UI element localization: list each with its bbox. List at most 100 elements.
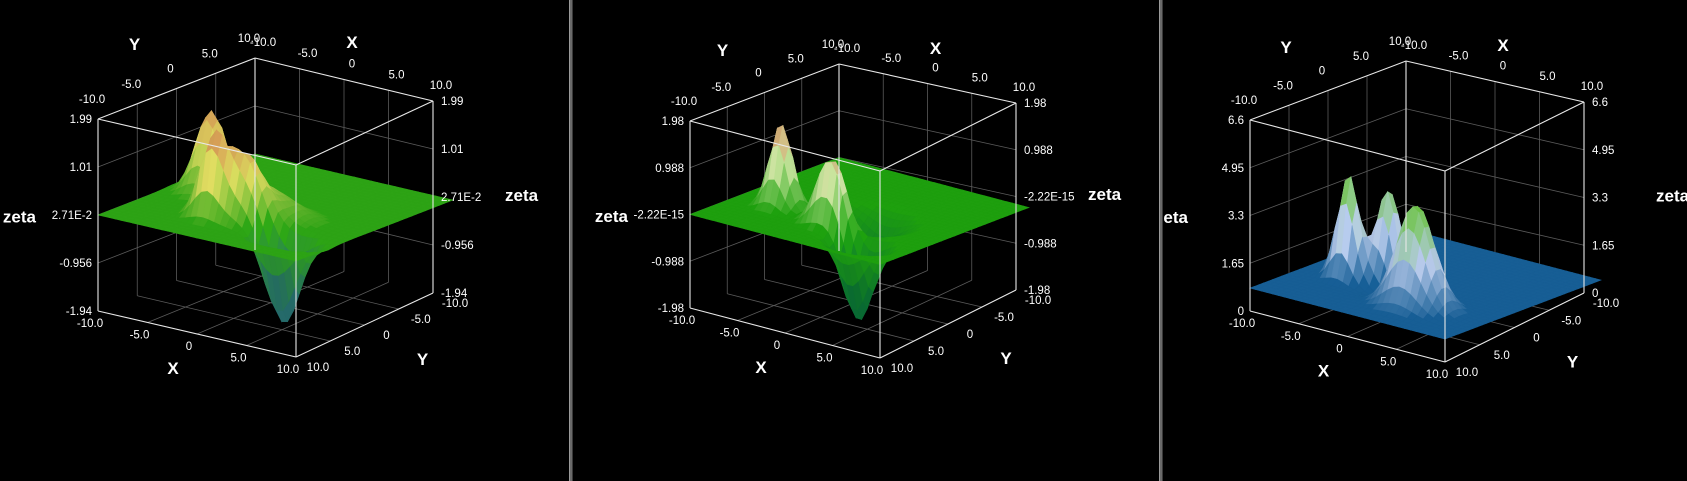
y-axis-label-top: Y	[1280, 38, 1292, 57]
x-tick-top: -5.0	[881, 53, 901, 65]
box-edges	[1249, 60, 1585, 363]
y-tick-top: -5.0	[121, 79, 141, 91]
y-tick-bottom: 10.0	[307, 362, 329, 374]
x-tick-bottom: 0	[186, 341, 192, 353]
z-tick-right: 0	[1592, 288, 1598, 300]
x-axis-label-bottom: X	[755, 358, 767, 377]
x-tick-top: -10.0	[250, 37, 276, 49]
y-tick-bottom: 5.0	[344, 346, 360, 358]
z-tick-right: 1.99	[441, 96, 463, 108]
y-tick-bottom: 0	[1533, 333, 1539, 345]
z-tick-right: 1.98	[1024, 98, 1046, 110]
x-tick-bottom: -5.0	[130, 330, 150, 342]
x-tick-bottom: -5.0	[720, 328, 740, 340]
surface-chart-1: -1.94 -1.94 -0.956 -0.956 2.71E-2 2.71E-2 1.01…	[3, 33, 539, 378]
x-tick-bottom: 10.0	[1426, 369, 1448, 381]
surface-chart-3: 0 0 1.65 1.65 3.3 3.3 4.95 4.95 6.6 6.6 -10.0 -5.0 0…	[1163, 36, 1687, 381]
x-axis-label-top: X	[1497, 36, 1509, 55]
surface-mesh	[96, 110, 455, 323]
x-tick-bottom: -10.0	[669, 315, 695, 327]
x-tick-top: -5.0	[1449, 50, 1469, 62]
y-axis-label-bottom: Y	[417, 350, 429, 369]
x-tick-bottom: 10.0	[861, 365, 883, 377]
y-tick-bottom: 5.0	[928, 346, 944, 358]
panel-divider-2[interactable]	[1159, 0, 1163, 481]
y-tick-bottom: -5.0	[1561, 315, 1581, 327]
z-axis-label-right: zeta	[505, 186, 539, 205]
z-tick-right: -0.956	[441, 240, 474, 252]
z-tick-right: 6.6	[1592, 97, 1608, 109]
tick-labels: -1.94 -1.94 -0.956 -0.956 2.71E-2 2.71E-2 1.01…	[52, 33, 482, 376]
y-tick-top: -5.0	[1273, 80, 1293, 92]
surface-mesh	[1249, 176, 1602, 340]
y-tick-bottom: 0	[967, 329, 973, 341]
x-tick-top: 0	[349, 59, 355, 71]
tick-labels: 0 0 1.65 1.65 3.3 3.3 4.95 4.95 6.6 6.6 -10.0 -5.0 0…	[1222, 36, 1620, 381]
box-edges	[97, 57, 434, 358]
x-tick-top: 10.0	[1013, 82, 1035, 94]
y-tick-bottom: 5.0	[1494, 350, 1510, 362]
y-axis-label-top: Y	[717, 41, 729, 60]
chart-panel-absolute[interactable]: 0 0 1.65 1.65 3.3 3.3 4.95 4.95 6.6 6.6 -10.0 -5.0 0…	[1163, 0, 1687, 481]
z-tick-left: 2.71E-2	[52, 210, 92, 222]
y-tick-bottom: -10.0	[442, 298, 468, 310]
y-tick-top: 10.0	[1389, 36, 1411, 48]
z-tick-left: -0.956	[59, 258, 92, 270]
y-tick-top: 5.0	[1353, 51, 1369, 63]
box-edges	[689, 63, 1017, 359]
x-tick-bottom: -10.0	[77, 318, 103, 330]
x-tick-bottom: -10.0	[1229, 318, 1255, 330]
z-tick-left: 4.95	[1222, 163, 1244, 175]
x-axis-label-bottom: X	[1318, 362, 1330, 381]
y-axis-label-top: Y	[129, 35, 141, 54]
z-tick-right: -1.94	[441, 288, 468, 300]
z-tick-left: 1.99	[70, 114, 92, 126]
x-tick-top: -10.0	[834, 43, 860, 55]
z-axis-label-right: zeta	[1656, 186, 1687, 205]
z-tick-right: -2.22E-15	[1024, 192, 1075, 204]
z-tick-right: -1.98	[1024, 285, 1050, 297]
y-tick-top: -10.0	[1231, 95, 1257, 107]
z-tick-left: 3.3	[1228, 211, 1244, 223]
chart-panel-real[interactable]: -1.94 -1.94 -0.956 -0.956 2.71E-2 2.71E-2 1.01…	[0, 0, 569, 481]
z-tick-right: 1.65	[1592, 240, 1614, 252]
x-axis-label-bottom: X	[167, 359, 179, 378]
z-tick-right: 3.3	[1592, 193, 1608, 205]
z-tick-right: 2.71E-2	[441, 192, 481, 204]
y-tick-top: 10.0	[238, 33, 260, 45]
chart-panel-imaginary[interactable]: -1.98 -1.98 -0.988 -0.988 -2.22E-15 -2.22E-15…	[573, 0, 1159, 481]
y-tick-top: 5.0	[788, 53, 804, 65]
y-tick-top: 10.0	[822, 39, 844, 51]
y-tick-top: -10.0	[671, 96, 697, 108]
z-axis-label-left: zeta	[1163, 208, 1189, 227]
x-tick-bottom: 0	[774, 340, 780, 352]
x-tick-top: -5.0	[298, 48, 318, 60]
x-tick-top: 10.0	[1581, 81, 1603, 93]
z-tick-right: 0.988	[1024, 145, 1053, 157]
x-tick-top: 0	[932, 63, 938, 75]
x-tick-top: 5.0	[389, 69, 405, 81]
y-tick-top: 0	[755, 68, 761, 80]
panel-divider-1[interactable]	[569, 0, 573, 481]
z-tick-left: 1.98	[662, 116, 684, 128]
y-tick-top: -5.0	[711, 82, 731, 94]
z-tick-left: -1.98	[658, 303, 684, 315]
y-tick-bottom: -10.0	[1025, 295, 1051, 307]
z-tick-right: -0.988	[1024, 238, 1057, 250]
y-tick-bottom: 0	[383, 330, 389, 342]
y-tick-top: 0	[1319, 66, 1325, 78]
x-tick-bottom: 5.0	[1380, 356, 1396, 368]
x-tick-bottom: 5.0	[817, 353, 833, 365]
x-tick-bottom: 0	[1336, 344, 1342, 356]
y-tick-top: 0	[167, 64, 173, 76]
y-tick-bottom: -5.0	[994, 312, 1014, 324]
y-tick-bottom: 10.0	[891, 363, 913, 375]
surface-mesh	[689, 124, 1030, 321]
z-tick-left: -1.94	[66, 306, 93, 318]
z-tick-left: 1.01	[70, 162, 92, 174]
z-tick-left: 1.65	[1222, 258, 1244, 270]
